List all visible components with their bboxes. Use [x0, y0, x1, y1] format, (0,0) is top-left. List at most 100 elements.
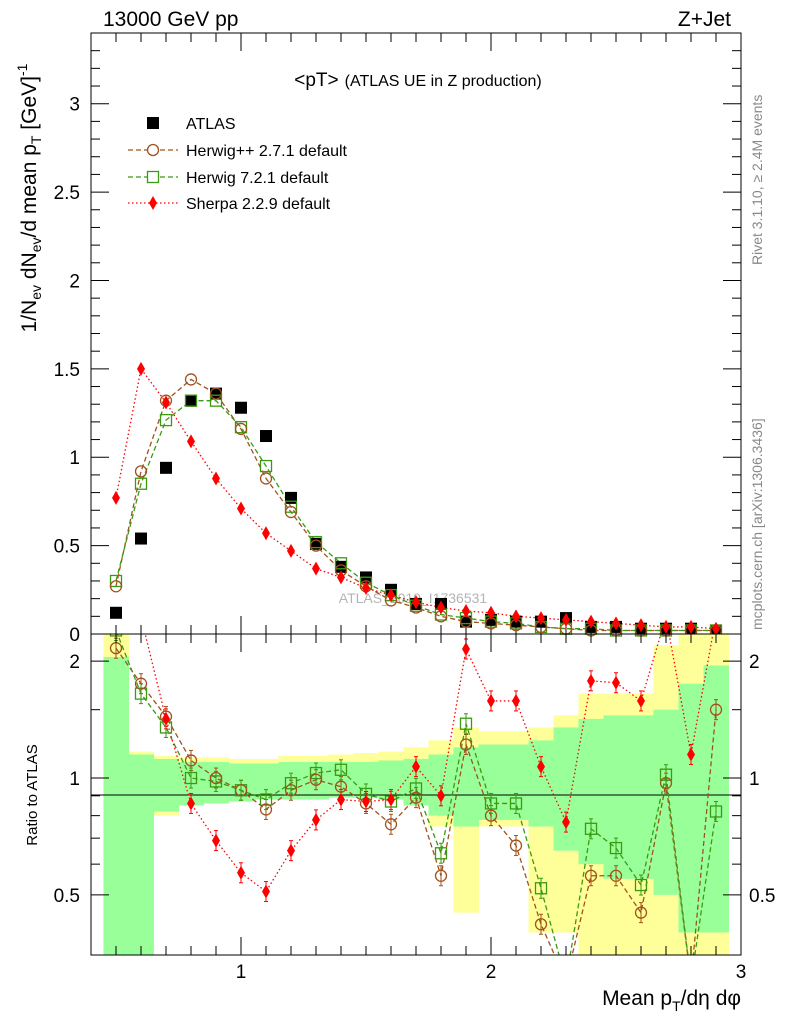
main-ytick-label: 3	[69, 95, 80, 116]
main-point-sherpa	[287, 543, 295, 558]
ratio-ytick-label-right: 1	[749, 769, 760, 790]
ratio-point-sherpa	[287, 843, 295, 858]
xlabel-part-2: T	[672, 998, 681, 1014]
ylabel-part-6: T	[28, 135, 44, 144]
ratio-point-sherpa	[187, 796, 195, 811]
ratio-xtick-label: 3	[736, 962, 747, 983]
ratio-point-herwig7	[686, 975, 697, 986]
ratio-point-herwigpp	[609, 869, 623, 882]
main-point-herwigpp	[234, 422, 248, 436]
legend-entry-atlas: ATLAS	[147, 116, 236, 133]
ylabel-part-3: dN	[18, 252, 41, 285]
legend-label-herwigpp: Herwig++ 2.7.1 default	[186, 143, 348, 160]
main-point-herwig7	[209, 394, 223, 407]
main-point-sherpa	[412, 595, 420, 610]
ratio-xtick-labels: 1 2 3	[236, 962, 747, 983]
ratio-point-herwigpp	[234, 784, 248, 797]
ratio-point-sherpa	[462, 641, 470, 656]
ratio-band-inner	[128, 754, 154, 955]
ratio-frame	[90, 633, 742, 956]
ratio-ytick-label-right: 2	[749, 652, 760, 673]
main-ytick-label: 2.5	[54, 183, 80, 204]
ratio-point-sherpa	[262, 884, 270, 899]
ratio-point-herwig7	[409, 782, 423, 795]
ratio-point-herwig7	[534, 882, 548, 895]
main-point-sherpa	[462, 604, 470, 619]
ratio-band-inner	[528, 740, 554, 827]
ratio-point-sherpa	[212, 833, 220, 848]
main-point-herwigpp	[284, 505, 298, 519]
main-ytick-label: 1.5	[54, 360, 80, 381]
main-point-herwig7	[109, 574, 123, 588]
main-point-sherpa	[562, 612, 570, 627]
ylabel-part-8: -1	[14, 63, 30, 76]
ratio-band-inner	[453, 747, 479, 827]
ratio-point-herwigpp	[659, 777, 673, 790]
main-panel: ATLAS_2019_I1736531 00.511.522.53 <pT>(A…	[14, 32, 742, 646]
ratio-xtick-label: 1	[236, 962, 247, 983]
legend-label-atlas: ATLAS	[186, 116, 236, 133]
ratio-point-herwigpp	[409, 791, 423, 804]
legend-entry-herwig7: Herwig 7.2.1 default	[128, 170, 329, 187]
ratio-point-sherpa	[562, 815, 570, 830]
ratio-point-herwigpp	[686, 975, 697, 986]
ratio-point-herwigpp	[584, 869, 598, 882]
header-collision-label: 13000 GeV pp	[103, 8, 238, 31]
ratio-point-herwig7	[484, 797, 498, 810]
main-point-sherpa	[187, 434, 195, 449]
ratio-point-herwig7	[259, 793, 273, 806]
ratio-band-inner	[578, 718, 604, 865]
ratio-point-herwigpp	[561, 975, 572, 986]
ratio-point-sherpa	[512, 693, 520, 708]
ratio-ytick-label: 0.5	[54, 886, 80, 907]
main-point-sherpa	[237, 501, 245, 516]
main-point-sherpa	[512, 609, 520, 624]
ratio-point-herwigpp	[184, 754, 198, 767]
legend-entry-sherpa: Sherpa 2.2.9 default	[128, 196, 331, 213]
main-point-atlas	[335, 560, 347, 573]
plot-title-sub: (ATLAS UE in Z production)	[345, 73, 542, 90]
main-point-sherpa	[487, 605, 495, 620]
ratio-point-herwigpp	[634, 906, 648, 919]
main-point-sherpa	[137, 361, 145, 376]
legend-marker-herwig7	[146, 170, 160, 184]
main-point-sherpa	[612, 616, 620, 631]
main-point-atlas	[235, 401, 247, 414]
xlabel-part-1: Mean p	[602, 987, 672, 1010]
legend-label-herwig7: Herwig 7.2.1 default	[186, 170, 329, 187]
ratio-point-sherpa	[362, 794, 370, 809]
main-point-herwigpp	[109, 580, 123, 593]
main-point-atlas	[110, 606, 122, 619]
ratio-point-herwigpp	[309, 773, 323, 786]
ylabel-part-4: ev	[28, 237, 44, 252]
ratio-point-sherpa	[687, 747, 695, 762]
main-point-herwig7	[184, 394, 198, 407]
legend: ATLAS Herwig++ 2.7.1 default Herwig 7.2.…	[128, 116, 348, 213]
ratio-xtick-label: 2	[486, 962, 497, 983]
plot-title-main: <pT>	[294, 70, 338, 91]
ratio-point-herwig7	[459, 717, 473, 730]
ratio-point-sherpa	[637, 693, 645, 708]
ratio-point-herwigpp	[384, 818, 398, 831]
ylabel-part-7: [GeV]	[18, 76, 41, 136]
main-point-herwig7	[309, 535, 323, 549]
main-ytick-label: 1	[69, 448, 80, 469]
ratio-point-sherpa	[412, 759, 420, 774]
main-point-atlas	[260, 430, 272, 443]
main-point-sherpa	[637, 618, 645, 633]
ratio-ytick-labels: 0.5 0.5 1 1 2 2	[54, 652, 776, 907]
main-point-sherpa	[587, 614, 595, 629]
main-point-herwigpp	[209, 387, 223, 400]
ratio-point-sherpa	[537, 759, 545, 774]
legend-marker-herwigpp	[146, 143, 160, 157]
ratio-point-sherpa	[387, 792, 395, 807]
main-plot-area	[91, 33, 741, 634]
ylabel-part-2: ev	[28, 285, 44, 300]
ratio-band-inner	[103, 657, 129, 955]
main-point-sherpa	[162, 395, 170, 410]
ratio-point-sherpa	[162, 711, 170, 726]
ratio-point-herwig7	[184, 771, 198, 785]
ratio-ylabel: Ratio to ATLAS	[24, 744, 41, 845]
ylabel-part-1: 1/N	[18, 300, 41, 333]
ratio-point-herwigpp	[484, 809, 498, 822]
